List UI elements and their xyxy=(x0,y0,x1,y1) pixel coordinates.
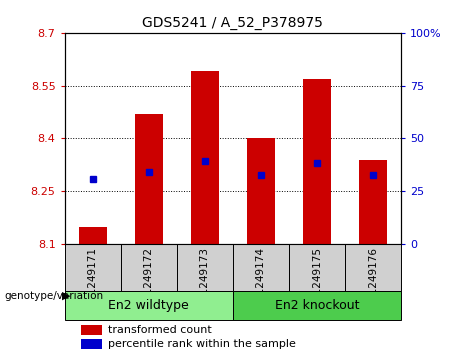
Bar xyxy=(135,114,163,244)
Text: En2 knockout: En2 knockout xyxy=(275,299,359,312)
Bar xyxy=(303,78,331,244)
Text: GSM1249176: GSM1249176 xyxy=(368,246,378,317)
Bar xyxy=(247,138,275,244)
Text: percentile rank within the sample: percentile rank within the sample xyxy=(108,339,296,349)
Bar xyxy=(121,244,177,291)
Text: En2 wildtype: En2 wildtype xyxy=(108,299,189,312)
Bar xyxy=(177,244,233,291)
Text: GSM1249175: GSM1249175 xyxy=(312,246,322,317)
Text: GSM1249171: GSM1249171 xyxy=(88,246,98,317)
Bar xyxy=(78,227,106,244)
Text: GSM1249172: GSM1249172 xyxy=(144,246,154,317)
Bar xyxy=(233,244,289,291)
Bar xyxy=(65,291,233,321)
Text: transformed count: transformed count xyxy=(108,325,212,335)
Bar xyxy=(233,291,401,321)
Text: GSM1249174: GSM1249174 xyxy=(256,246,266,317)
Bar xyxy=(345,244,401,291)
Bar xyxy=(191,72,219,244)
Bar xyxy=(359,160,387,244)
Bar xyxy=(289,244,345,291)
Text: genotype/variation: genotype/variation xyxy=(5,291,104,301)
Bar xyxy=(82,325,101,335)
Text: ▶: ▶ xyxy=(62,291,71,301)
Bar xyxy=(82,339,101,349)
Title: GDS5241 / A_52_P378975: GDS5241 / A_52_P378975 xyxy=(142,16,323,30)
Bar xyxy=(65,244,121,291)
Text: GSM1249173: GSM1249173 xyxy=(200,246,210,317)
